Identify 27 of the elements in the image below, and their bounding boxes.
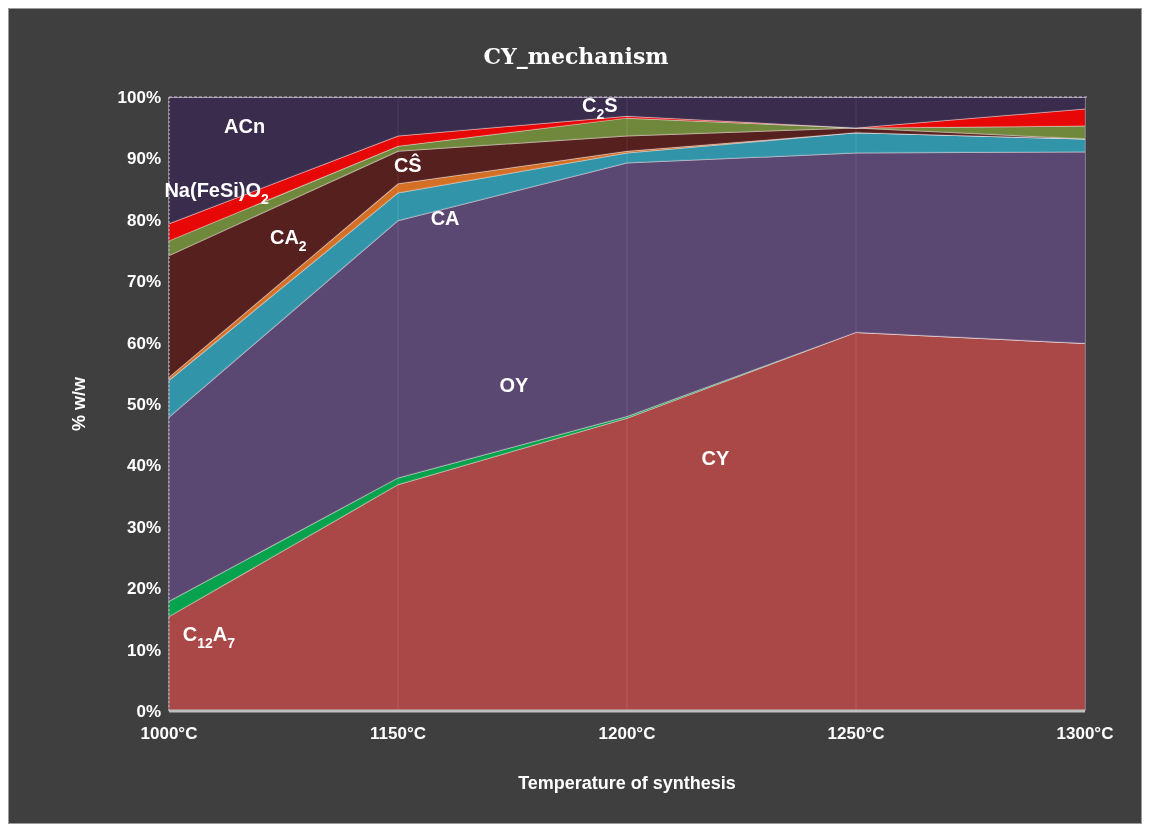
- x-tick-label: 1000°C: [140, 724, 198, 744]
- series-label: ACn: [224, 115, 266, 138]
- chart-title: CY_mechanism: [482, 43, 670, 69]
- x-tick-label: 1200°C: [598, 724, 656, 744]
- series-label: CY: [701, 447, 730, 470]
- y-tick-label: 50%: [126, 395, 161, 415]
- series-label: C$_{2}$S: [582, 94, 618, 122]
- x-tick-label: 1150°C: [370, 724, 426, 744]
- y-tick-label: 40%: [126, 456, 161, 476]
- y-axis-title: % w/w: [69, 376, 90, 432]
- y-tick-label: 30%: [126, 517, 161, 537]
- series-label: OY: [499, 373, 530, 396]
- x-tick-label: 1250°C: [827, 724, 885, 744]
- y-tick-label: 70%: [126, 272, 161, 292]
- x-tick-label: 1300°C: [1056, 724, 1114, 744]
- x-axis-title: Temperature of synthesis: [518, 773, 736, 793]
- y-tick-label: 20%: [126, 579, 161, 599]
- series-label: C$_{12}$A$_{7}$: [182, 623, 236, 651]
- y-tick-label: 0%: [136, 702, 161, 722]
- series-label: CŜ: [393, 153, 422, 177]
- y-tick-label: 80%: [126, 210, 161, 230]
- y-tick-label: 90%: [126, 149, 161, 169]
- series-label: CA: [430, 207, 460, 230]
- y-tick-label: 10%: [126, 640, 161, 660]
- y-tick-label: 60%: [126, 333, 161, 353]
- y-tick-label: 100%: [117, 88, 161, 108]
- series-label: CA$_{2}$: [269, 225, 307, 254]
